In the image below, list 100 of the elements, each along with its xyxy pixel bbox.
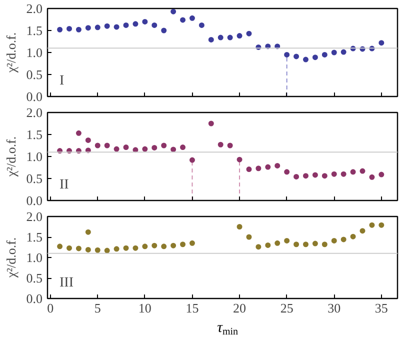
point [340,236,346,242]
point [331,50,337,56]
point [218,142,224,148]
y-tick-label: 0.0 [26,89,42,104]
y-tick-label: 2.0 [26,105,42,120]
point [161,142,167,148]
point [350,169,356,175]
point [294,54,300,60]
point [256,166,262,172]
point [142,18,148,24]
point [246,166,252,172]
point [94,142,100,148]
point [76,130,82,136]
point [227,34,233,40]
point [152,242,158,248]
x-tick-label: 30 [328,300,341,316]
y-tick-label: 0.0 [26,193,42,208]
point [180,144,186,150]
point [236,156,242,162]
point [104,248,110,254]
point [114,146,120,152]
point [369,222,375,228]
y-tick-label: 2.0 [26,1,42,16]
point [85,246,91,252]
y-axis-title: χ²/d.o.f. [3,237,18,279]
y-tick-label: 1.0 [26,250,42,265]
point [256,244,262,250]
point [85,25,91,31]
point [189,240,195,246]
x-tick-label: 5 [94,300,101,316]
point [132,21,138,27]
point [94,247,100,253]
point [322,173,328,179]
point [208,36,214,42]
point [76,246,82,252]
point [322,52,328,58]
point [66,26,72,32]
x-tick-label: 15 [186,300,199,316]
point [378,172,384,178]
point [85,137,91,143]
point [161,28,167,34]
x-tick-label: 25 [280,300,294,316]
point [236,224,242,230]
point [378,40,384,46]
point [218,34,224,40]
point [142,244,148,250]
point [284,52,290,58]
point [302,173,308,179]
x-tick-label: 0 [47,300,54,316]
y-tick-label: 0.5 [26,270,42,286]
point [57,244,63,250]
point [294,174,300,180]
point [360,168,366,174]
point [94,24,100,30]
point [302,242,308,248]
point [123,144,129,150]
point [66,245,72,251]
point [340,171,346,177]
point [284,169,290,175]
point [274,240,280,246]
point [340,49,346,55]
point [142,146,148,152]
point [350,234,356,240]
x-tick-label: 35 [374,300,388,316]
point [170,242,176,248]
point [302,56,308,62]
point [360,228,366,234]
point [76,26,82,32]
y-tick-label: 1.0 [26,45,42,60]
point [246,30,252,36]
point [123,22,129,28]
point [161,244,167,250]
y-tick-label: 1.5 [26,23,42,38]
x-tick-label: 20 [233,300,246,316]
point [331,171,337,177]
annotation: II [60,178,70,192]
point [57,26,63,32]
point [246,234,252,240]
point [114,246,120,252]
point [274,162,280,168]
point [265,242,271,248]
point [85,229,91,235]
point [265,164,271,170]
annotation: III [60,276,74,290]
point [312,54,318,60]
y-axis-title: χ²/d.o.f. [3,136,18,178]
point [331,238,337,244]
point [123,245,129,251]
y-tick-label: 2.0 [26,209,42,224]
point [236,33,242,39]
y-tick-label: 0.0 [26,291,42,306]
point [378,222,384,228]
point [170,8,176,14]
point [322,242,328,248]
point [369,174,375,180]
point [152,22,158,28]
point [132,245,138,251]
point [180,242,186,248]
point [180,17,186,23]
x-tick-label: 10 [138,300,152,316]
